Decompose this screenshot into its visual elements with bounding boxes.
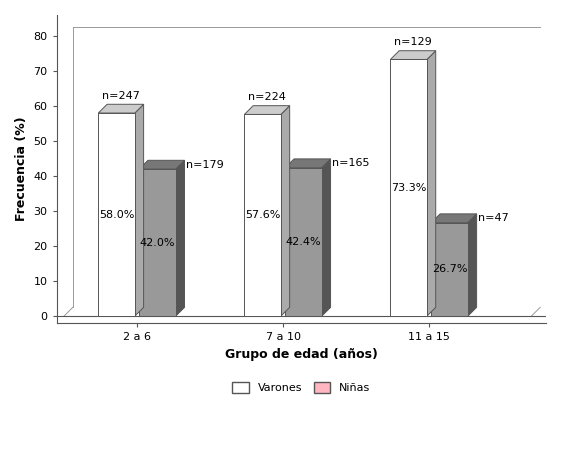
Polygon shape bbox=[427, 51, 436, 316]
Text: n=224: n=224 bbox=[248, 92, 286, 102]
Text: 58.0%: 58.0% bbox=[99, 210, 134, 219]
Polygon shape bbox=[139, 160, 185, 169]
Polygon shape bbox=[245, 106, 289, 115]
Polygon shape bbox=[245, 115, 281, 316]
Legend: Varones, Niñas: Varones, Niñas bbox=[228, 377, 375, 398]
Text: 57.6%: 57.6% bbox=[245, 210, 280, 220]
Polygon shape bbox=[98, 113, 135, 316]
Text: 73.3%: 73.3% bbox=[391, 183, 426, 193]
Polygon shape bbox=[390, 51, 436, 60]
Text: n=129: n=129 bbox=[394, 37, 432, 47]
Y-axis label: Frecuencia (%): Frecuencia (%) bbox=[15, 117, 28, 221]
Text: n=47: n=47 bbox=[478, 213, 509, 223]
Polygon shape bbox=[139, 169, 176, 316]
Polygon shape bbox=[98, 104, 144, 113]
Text: 26.7%: 26.7% bbox=[432, 264, 467, 274]
Text: n=247: n=247 bbox=[102, 91, 140, 101]
Polygon shape bbox=[135, 104, 144, 316]
Polygon shape bbox=[281, 106, 289, 316]
Polygon shape bbox=[431, 214, 477, 223]
Text: n=179: n=179 bbox=[186, 160, 224, 170]
Polygon shape bbox=[176, 160, 185, 316]
Text: 42.0%: 42.0% bbox=[140, 237, 175, 248]
Polygon shape bbox=[431, 223, 468, 316]
Text: 42.4%: 42.4% bbox=[286, 237, 321, 247]
Polygon shape bbox=[468, 214, 477, 316]
Text: n=165: n=165 bbox=[332, 158, 370, 168]
Polygon shape bbox=[286, 168, 322, 316]
Polygon shape bbox=[322, 159, 330, 316]
X-axis label: Grupo de edad (años): Grupo de edad (años) bbox=[225, 348, 378, 361]
Polygon shape bbox=[390, 60, 427, 316]
Polygon shape bbox=[286, 159, 330, 168]
